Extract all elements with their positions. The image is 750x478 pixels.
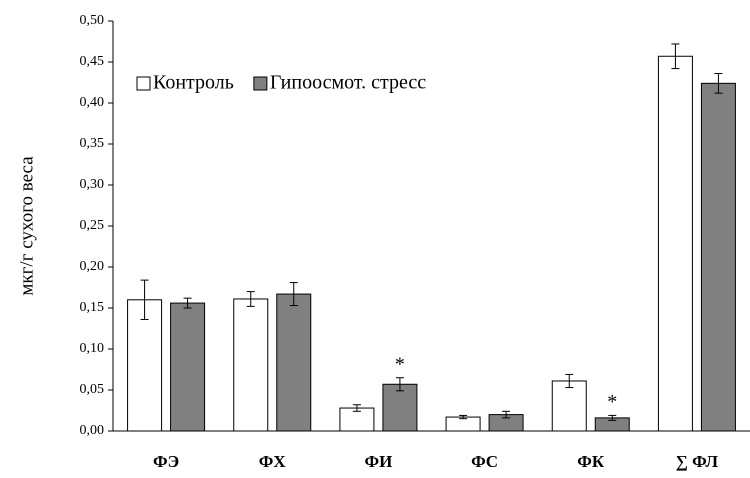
y-tick-label: 0,15 xyxy=(80,300,105,315)
error-bar xyxy=(140,279,149,320)
bar xyxy=(700,82,736,432)
error-bar xyxy=(459,414,468,420)
error-bar xyxy=(246,291,255,307)
y-tick-label: 0,05 xyxy=(80,382,105,397)
bar xyxy=(233,298,269,432)
y-tick-label: 0,00 xyxy=(80,423,105,438)
x-tick-label: ФХ xyxy=(259,452,287,471)
y-tick-label: 0,25 xyxy=(80,218,105,233)
error-bar xyxy=(183,297,192,309)
y-tick-label: 0,35 xyxy=(80,136,105,151)
error-bar xyxy=(352,404,361,412)
x-tick-label: ∑ ФЛ xyxy=(676,452,719,471)
legend-label: Гипоосмот. стресс xyxy=(270,72,426,94)
significance-mark: * xyxy=(607,391,617,413)
y-tick-label: 0,30 xyxy=(80,177,105,192)
error-bar xyxy=(289,282,298,307)
bar xyxy=(657,55,693,432)
y-tick-label: 0,40 xyxy=(80,95,105,110)
bar xyxy=(382,383,418,432)
x-tick-label: ФК xyxy=(577,452,605,471)
y-tick-label: 0,20 xyxy=(80,259,105,274)
x-tick-label: ФС xyxy=(471,452,498,471)
error-bar xyxy=(671,43,680,70)
x-tick-label: ФЭ xyxy=(153,452,179,471)
legend-label: Контроль xyxy=(153,72,234,94)
x-tick-label: ФИ xyxy=(365,452,393,471)
bar xyxy=(127,299,163,432)
bar xyxy=(551,380,587,432)
y-tick-label: 0,45 xyxy=(80,54,105,69)
bar xyxy=(170,302,206,432)
error-bar xyxy=(608,414,617,421)
error-bar xyxy=(714,72,723,94)
bar xyxy=(276,293,312,432)
error-bar xyxy=(565,373,574,389)
legend-swatch xyxy=(253,76,268,91)
error-bar xyxy=(395,377,404,392)
legend-swatch xyxy=(136,76,151,91)
y-tick-label: 0,50 xyxy=(80,13,105,28)
y-tick-label: 0,10 xyxy=(80,341,105,356)
error-bar xyxy=(502,410,511,419)
y-axis-label: мкг/г сухого веса xyxy=(16,156,37,296)
significance-mark: * xyxy=(395,353,405,375)
